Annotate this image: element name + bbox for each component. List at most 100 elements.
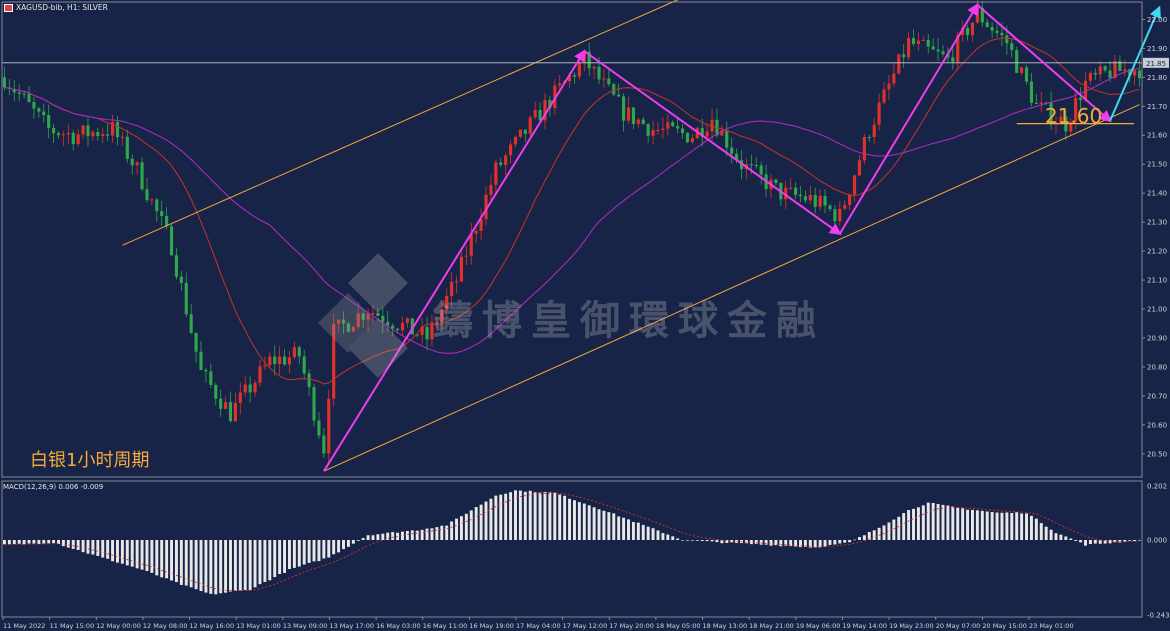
price-axis-label: 20.70	[1147, 392, 1167, 400]
candle-body	[224, 402, 228, 409]
macd-histogram-bar	[931, 503, 935, 540]
candle-body	[892, 73, 896, 84]
macd-histogram-bar	[71, 540, 75, 549]
candle-body	[12, 88, 16, 93]
candle-body	[784, 187, 788, 200]
macd-histogram-bar	[91, 540, 95, 555]
candle-body	[287, 357, 292, 365]
macd-histogram-bar	[356, 540, 360, 541]
candle-body	[1039, 102, 1043, 104]
candle-body	[867, 137, 871, 139]
candle-body	[346, 323, 350, 332]
candle-body	[828, 205, 832, 210]
candle-body	[513, 136, 518, 145]
candle-body	[1128, 69, 1132, 76]
macd-histogram-bar	[17, 540, 21, 544]
candle-body	[823, 195, 827, 206]
candle-body	[626, 107, 631, 121]
macd-histogram-bar	[283, 540, 287, 573]
macd-histogram-bar	[120, 540, 124, 564]
candle-body	[907, 38, 911, 58]
macd-histogram-bar	[155, 540, 159, 576]
candle-body	[420, 326, 424, 335]
candle-body	[975, 7, 979, 23]
macd-axis-label: 0.000	[1147, 537, 1167, 545]
candle-body	[469, 233, 473, 256]
candle-body	[617, 94, 621, 97]
macd-histogram-bar	[514, 490, 517, 540]
channel-lower-line	[323, 104, 1140, 472]
macd-histogram-bar	[135, 540, 139, 569]
candle-body	[189, 314, 193, 333]
channel-upper-line	[122, 0, 679, 246]
macd-histogram-bar	[956, 507, 960, 540]
candle-body	[459, 256, 464, 282]
candle-body	[371, 312, 375, 315]
candle-body	[292, 347, 296, 358]
candle-body	[1069, 121, 1073, 132]
candle-body	[307, 373, 311, 388]
time-axis-label: 13 May 17:00	[329, 622, 374, 630]
price-axis-label: 20.50	[1147, 450, 1167, 458]
macd-histogram-bar	[410, 530, 414, 540]
macd-histogram-bar	[754, 540, 758, 544]
macd-histogram-bar	[749, 540, 753, 545]
macd-indicator-label: MACD(12,26,9) 0.006 -0.009	[3, 483, 104, 491]
macd-histogram-bar	[695, 540, 699, 541]
candle-body	[518, 129, 522, 137]
macd-histogram-bar	[622, 517, 626, 540]
candle-body	[543, 99, 547, 121]
candle-body	[386, 321, 390, 326]
price-axis-label: 20.60	[1147, 421, 1167, 429]
candle-body	[794, 187, 798, 195]
candle-body	[641, 119, 645, 125]
price-axis-label: 21.10	[1147, 277, 1167, 285]
macd-histogram-bar	[877, 527, 881, 540]
candle-body	[489, 184, 493, 195]
candle-body	[1024, 67, 1029, 82]
candle-body	[651, 130, 655, 136]
macd-histogram-bar	[170, 540, 173, 581]
price-axis-label: 21.80	[1147, 74, 1167, 82]
candle-body	[843, 204, 847, 209]
price-axis-label: 22.00	[1147, 16, 1167, 24]
candle-body	[936, 49, 940, 52]
macd-histogram-bar	[617, 516, 621, 540]
macd-histogram-bar	[681, 540, 685, 541]
candle-body	[882, 89, 886, 103]
candle-body	[1000, 32, 1004, 36]
candle-body	[931, 46, 935, 50]
macd-histogram-bar	[1074, 540, 1078, 541]
zigzag-leg	[838, 2, 979, 235]
macd-histogram-bar	[61, 540, 65, 547]
macd-histogram-bar	[150, 540, 154, 573]
macd-histogram-bar	[125, 540, 129, 566]
macd-histogram-bar	[440, 525, 444, 540]
candle-body	[509, 144, 513, 156]
macd-histogram-bar	[47, 540, 51, 544]
time-axis-label: 12 May 08:00	[143, 622, 188, 630]
candle-body	[312, 387, 316, 421]
macd-histogram-bar	[37, 540, 41, 544]
candle-body	[464, 255, 468, 257]
macd-histogram-bar	[1010, 513, 1014, 540]
price-axis-label: 21.00	[1147, 306, 1167, 314]
macd-histogram-bar	[887, 522, 891, 540]
macd-histogram-bar	[455, 518, 458, 540]
price-axis-label: 20.80	[1147, 363, 1167, 371]
candle-body	[852, 175, 857, 195]
macd-histogram-bar	[1128, 540, 1132, 541]
candle-body	[410, 318, 414, 335]
macd-histogram-bar	[145, 540, 149, 571]
symbol-title: XAGUSD-bib, H1: SILVER	[16, 3, 108, 12]
macd-histogram-bar	[307, 540, 311, 563]
macd-histogram-bar	[735, 540, 739, 543]
macd-histogram-bar	[907, 510, 911, 540]
candle-body	[356, 313, 360, 327]
macd-histogram-bar	[494, 495, 498, 540]
time-axis-label: 18 May 05:00	[656, 622, 701, 630]
candle-body	[297, 347, 301, 357]
macd-histogram-bar	[351, 540, 355, 544]
candle-body	[720, 130, 724, 136]
